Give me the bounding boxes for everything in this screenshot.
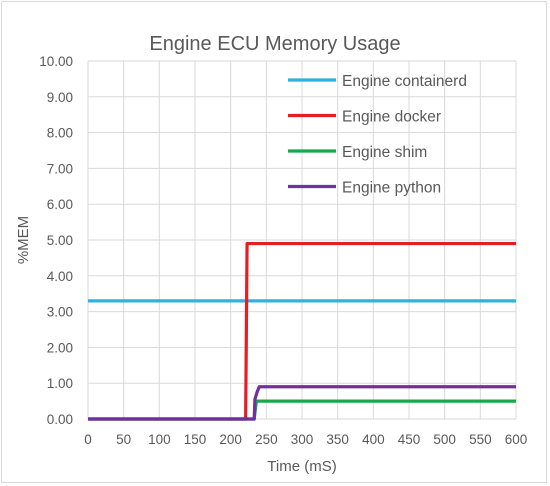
y-tick-label: 5.00 [47,233,73,248]
chart-title: Engine ECU Memory Usage [149,33,400,55]
series-line-4 [88,385,516,421]
x-tick-label: 550 [469,432,492,447]
x-axis-label: Time (mS) [267,458,336,475]
y-tick-label: 0.00 [47,412,73,427]
x-tick-label: 400 [362,432,385,447]
x-tick-label: 100 [148,432,171,447]
x-tick-label: 0 [84,432,92,447]
y-tick-label: 4.00 [47,269,73,284]
legend-label: Engine docker [342,109,441,126]
legend: Engine containerd Engine docker Engine shi… [288,73,467,197]
x-tick-label: 450 [398,432,421,447]
y-tick-label: 8.00 [47,126,73,141]
y-axis-ticks: 0.00 1.00 2.00 3.00 4.00 5.00 6.00 7.00 8.00 9.00… [39,54,73,427]
legend-label: Engine shim [342,144,427,161]
x-tick-label: 500 [433,432,456,447]
x-tick-label: 350 [326,432,349,447]
x-tick-label: 50 [116,432,131,447]
y-tick-label: 9.00 [47,90,73,105]
x-tick-label: 150 [184,432,207,447]
x-tick-label: 250 [255,432,278,447]
legend-label: Engine containerd [342,73,467,90]
y-tick-label: 2.00 [47,340,73,355]
y-tick-label: 6.00 [47,197,73,212]
y-tick-label: 10.00 [39,54,73,69]
series-lines [88,241,516,421]
legend-label: Engine python [342,180,441,197]
x-axis-ticks: 0 50 100 150 200 250 300 350 400 450 500 550 600 [84,432,527,447]
x-tick-label: 600 [505,432,528,447]
y-tick-label: 7.00 [47,161,73,176]
y-tick-label: 1.00 [47,376,73,391]
y-tick-label: 3.00 [47,305,73,320]
x-tick-label: 200 [219,432,242,447]
y-axis-label: %MEM [15,216,32,264]
grid [87,60,517,420]
x-tick-label: 300 [291,432,314,447]
